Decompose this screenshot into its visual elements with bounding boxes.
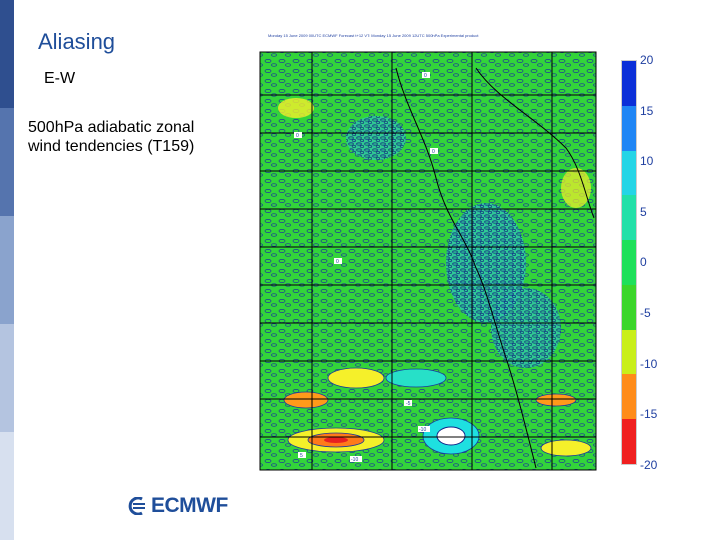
contour-label: 5 [300,453,303,459]
colorbar-label: 0 [640,255,647,270]
colorbar-swatch [622,240,636,285]
slide-subtitle: E-W [44,70,76,87]
map-image: 0 0 0 0 -10 -10 5 -5 [259,51,597,471]
colorbar-label: 20 [640,53,654,67]
contour-label: -10 [351,457,358,463]
colorbar-swatch [622,374,636,420]
colorbar-swatch [622,150,636,196]
slide-title: Aliasing [38,29,116,54]
contour-label: 0 [424,73,427,79]
colorbar-swatch [622,284,636,330]
colorbar-swatch [622,105,636,151]
ecmwf-logo: ECMWF [128,494,228,518]
colorbar-label: -10 [640,356,658,371]
contour-label: -10 [419,427,426,433]
contour-label: -5 [406,401,411,407]
contour-label: 0 [296,133,299,139]
side-decoration [0,0,14,540]
map-header: Monday 15 June 2009 00UTC ECMWF Forecast… [268,33,479,38]
colorbar-label: -15 [640,407,658,422]
colorbar-label: 10 [640,154,654,169]
colorbar-label: -5 [640,306,651,320]
colorbar [621,60,637,465]
logo-text: ECMWF [151,494,228,517]
ecmwf-logo-icon [128,497,145,515]
contour-label: 0 [432,149,435,155]
colorbar-label: 15 [640,103,654,118]
wind-tendency-map: 0 0 0 0 -10 -10 5 -5 [236,28,620,472]
contour-label: 0 [336,259,339,265]
colorbar-swatch [622,61,636,106]
colorbar-label: 5 [640,204,647,219]
colorbar-swatch [622,419,636,465]
colorbar-swatch [622,329,636,375]
colorbar-swatch [622,195,636,241]
slide-description: 500hPa adiabatic zonal wind tendencies (… [28,119,195,155]
colorbar-label: -20 [640,457,658,472]
